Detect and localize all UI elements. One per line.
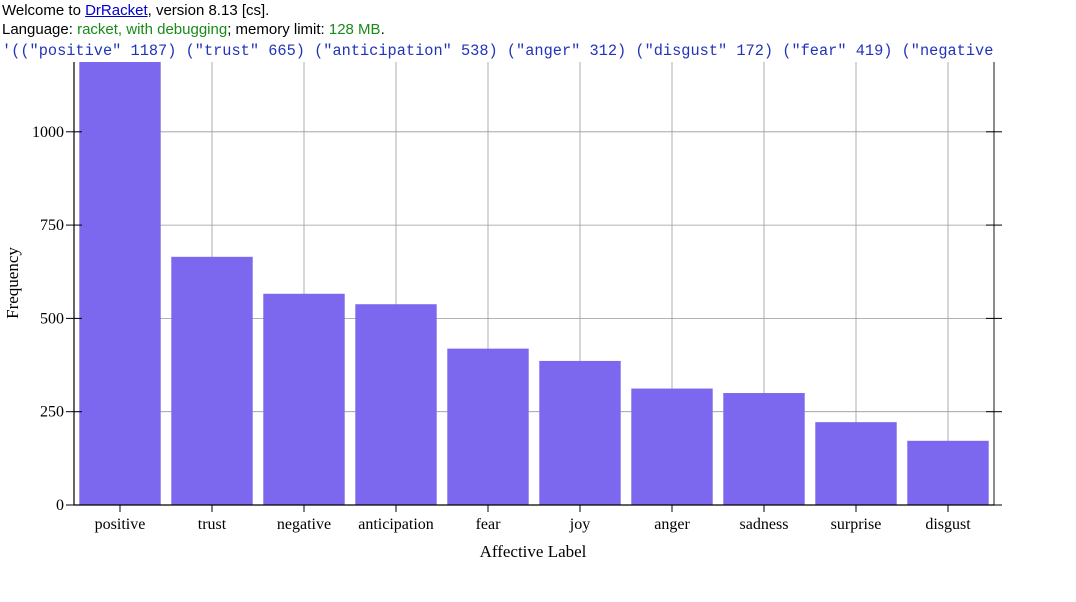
welcome-suffix: , version 8.13 [cs]. (147, 2, 270, 19)
x-tick-label-anticipation: anticipation (358, 516, 434, 533)
axis-layer (66, 62, 1002, 512)
bar-positive (79, 62, 161, 505)
bar-anger (631, 388, 713, 505)
welcome-prefix: Welcome to (2, 2, 86, 19)
y-axis-title: Frequency (3, 247, 22, 319)
x-tick-label-trust: trust (198, 516, 227, 533)
bar-surprise (815, 422, 897, 505)
language-name: racket, with debugging (77, 21, 228, 38)
memory-limit: 128 MB (328, 21, 381, 38)
bar-joy (539, 360, 621, 505)
y-tick-label: 750 (40, 217, 64, 234)
x-axis-title: Affective Label (480, 542, 587, 561)
x-tick-label-negative: negative (277, 516, 331, 533)
bar-negative (263, 293, 345, 505)
y-tick-label: 0 (56, 497, 64, 514)
bar-disgust (907, 440, 989, 505)
bar-anticipation (355, 304, 437, 505)
x-tick-label-disgust: disgust (925, 516, 971, 533)
drracket-link[interactable]: DrRacket (85, 2, 148, 19)
bar-fear (447, 348, 529, 505)
y-tick-label: 500 (40, 310, 64, 327)
y-tick-label: 250 (40, 404, 64, 421)
x-tick-label-joy: joy (569, 516, 590, 533)
language-line: Language: racket, with debugging; memory… (2, 21, 385, 38)
language-prefix: Language: (2, 21, 78, 38)
x-tick-label-fear: fear (476, 516, 502, 533)
bar-layer (79, 62, 989, 505)
bar-sadness (723, 393, 805, 505)
x-tick-label-positive: positive (95, 516, 146, 533)
x-tick-label-surprise: surprise (831, 516, 882, 533)
x-tick-label-anger: anger (654, 516, 690, 533)
label-layer: 0 250 500 750 1000 positive trust negative antic… (32, 124, 971, 533)
y-tick-label: 1000 (32, 124, 64, 141)
x-tick-label-sadness: sadness (740, 516, 789, 533)
repl-result-output: '(("positive" 1187) ("trust" 665) ("anti… (2, 42, 994, 60)
language-mid: ; memory limit: (227, 21, 329, 38)
bar-trust (171, 256, 253, 505)
language-suffix: . (380, 21, 385, 38)
welcome-line: Welcome to DrRacket, version 8.13 [cs]. (2, 2, 269, 19)
